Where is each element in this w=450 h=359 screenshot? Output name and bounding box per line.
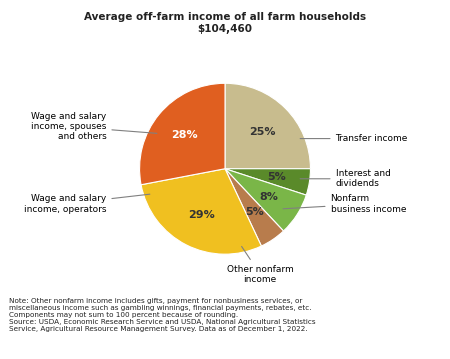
Wedge shape (225, 169, 306, 231)
Title: Average off-farm income of all farm households
$104,460: Average off-farm income of all farm hous… (84, 12, 366, 34)
Text: Note: Other nonfarm income includes gifts, payment for nonbusiness services, or
: Note: Other nonfarm income includes gift… (9, 298, 315, 332)
Text: 28%: 28% (171, 130, 198, 140)
Text: 5%: 5% (245, 207, 264, 217)
Text: 29%: 29% (188, 210, 215, 220)
Text: Nonfarm
business income: Nonfarm business income (283, 194, 406, 214)
Text: 8%: 8% (260, 192, 279, 202)
Wedge shape (141, 169, 261, 254)
Wedge shape (225, 169, 284, 246)
Text: Wage and salary
income, operators: Wage and salary income, operators (24, 194, 150, 214)
Text: 25%: 25% (249, 127, 275, 137)
Text: Farm household sources of off-farm income, 2021: Farm household sources of off-farm incom… (9, 15, 400, 28)
Wedge shape (140, 83, 225, 185)
Text: 5%: 5% (267, 172, 286, 182)
Text: Wage and salary
income, spouses
and others: Wage and salary income, spouses and othe… (31, 112, 157, 141)
Wedge shape (225, 169, 310, 195)
Text: Interest and
dividends: Interest and dividends (300, 169, 391, 188)
Wedge shape (225, 83, 310, 169)
Text: Transfer income: Transfer income (300, 134, 408, 143)
Text: Other nonfarm
income: Other nonfarm income (227, 246, 293, 284)
